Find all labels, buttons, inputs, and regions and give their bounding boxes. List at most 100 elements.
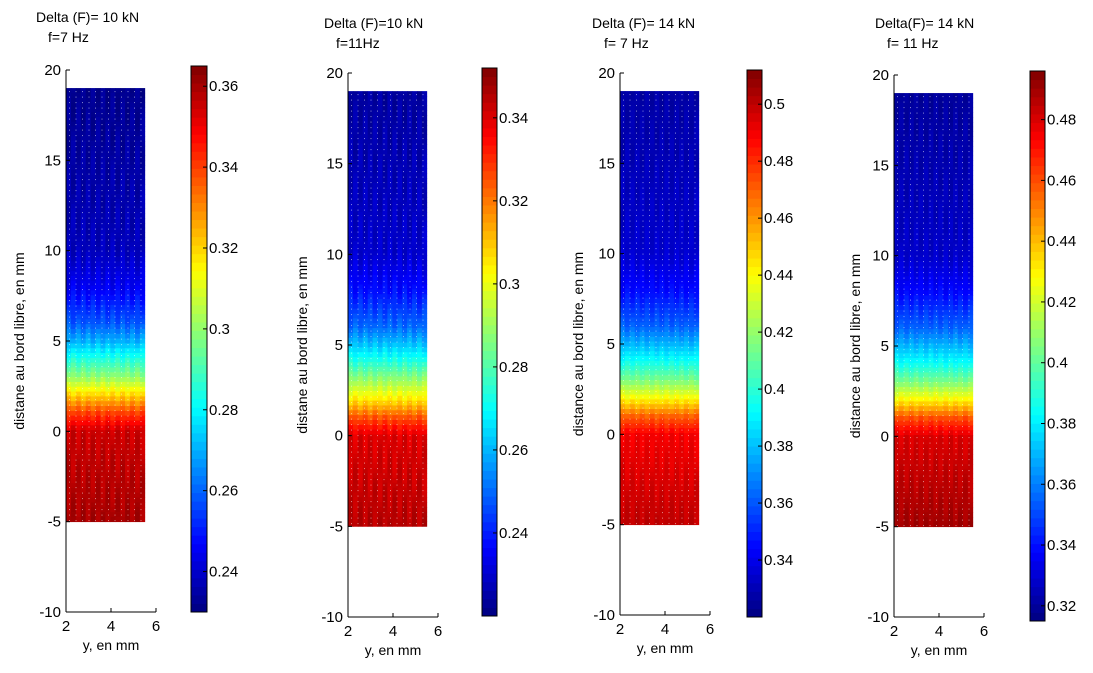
heatmap-cell <box>377 371 383 377</box>
heatmap-cell <box>397 463 403 469</box>
measurement-point <box>88 261 90 263</box>
heatmap-cell <box>115 271 121 277</box>
heatmap-cell <box>115 92 121 99</box>
measurement-point <box>140 393 142 395</box>
heatmap-cell <box>115 218 121 224</box>
heatmap-cell <box>367 506 374 513</box>
heatmap-cell <box>139 247 146 253</box>
heatmap-cell <box>120 280 126 286</box>
measurement-point <box>82 300 83 302</box>
heatmap-cell <box>402 405 408 411</box>
measurement-point <box>364 473 365 475</box>
measurement-point <box>88 179 90 181</box>
measurement-point <box>88 355 90 357</box>
heatmap-cell <box>115 145 121 152</box>
heatmap-cell <box>416 328 423 334</box>
measurement-point <box>422 281 424 283</box>
measurement-point <box>75 140 77 142</box>
measurement-point <box>101 294 103 296</box>
heatmap-cell <box>85 377 92 383</box>
measurement-point <box>351 292 352 294</box>
heatmap-cell <box>421 386 428 392</box>
heatmap-cell <box>387 226 393 232</box>
heatmap-cell <box>352 323 359 329</box>
heatmap-cell <box>372 415 378 421</box>
heatmap-cell <box>357 197 364 203</box>
measurement-point <box>114 360 116 362</box>
heatmap-cell <box>139 155 146 161</box>
measurement-point <box>127 272 129 274</box>
heatmap-cell <box>100 285 106 291</box>
heatmap-cell <box>115 314 121 320</box>
heatmap-cell <box>377 458 383 464</box>
measurement-point <box>134 300 135 302</box>
measurement-point <box>134 426 135 428</box>
measurement-point <box>69 382 70 384</box>
measurement-point <box>114 503 116 505</box>
heatmap-cell <box>90 112 96 118</box>
heatmap-cell <box>367 241 374 247</box>
heatmap-cell <box>110 179 116 185</box>
heatmap-cell <box>80 430 87 436</box>
measurement-point <box>88 283 90 285</box>
heatmap-cell <box>357 303 364 310</box>
heatmap-cell <box>120 372 126 378</box>
heatmap-cell <box>382 265 388 271</box>
heatmap-cell <box>125 420 131 426</box>
heatmap-cell <box>129 512 136 518</box>
heatmap-cell <box>129 333 136 339</box>
heatmap-cell <box>407 303 413 310</box>
measurement-point <box>82 135 83 137</box>
heatmap-cell <box>85 502 92 508</box>
measurement-point <box>140 443 142 445</box>
measurement-point <box>108 377 109 379</box>
measurement-point <box>396 292 398 294</box>
measurement-point <box>95 476 96 478</box>
heatmap-cell <box>129 396 136 402</box>
measurement-point <box>396 281 398 283</box>
measurement-point <box>409 380 411 382</box>
heatmap-cell <box>392 120 398 126</box>
measurement-point <box>370 358 372 360</box>
heatmap-cell <box>407 502 413 508</box>
heatmap-cell <box>377 395 383 402</box>
measurement-point <box>95 239 96 241</box>
measurement-point <box>370 171 372 173</box>
colorbar-band <box>482 299 497 309</box>
measurement-point <box>390 380 391 382</box>
measurement-point <box>403 182 404 184</box>
measurement-point <box>364 275 365 277</box>
heatmap-cell <box>80 141 87 147</box>
heatmap-cell <box>387 274 393 281</box>
measurement-point <box>422 363 424 365</box>
heatmap-cell <box>120 386 126 392</box>
heatmap-cell <box>402 318 408 324</box>
heatmap-cell <box>382 361 388 368</box>
heatmap-cell <box>66 468 72 474</box>
y-tick-label: 10 <box>326 246 343 263</box>
heatmap-cell <box>407 347 413 353</box>
heatmap-cell <box>129 372 136 378</box>
heatmap-cell <box>352 284 359 290</box>
measurement-point <box>409 209 411 211</box>
heatmap-cell <box>100 478 106 484</box>
heatmap-cell <box>134 160 141 166</box>
measurement-point <box>422 424 424 426</box>
heatmap-cell <box>357 386 364 392</box>
measurement-point <box>95 212 96 214</box>
measurement-point <box>101 267 103 269</box>
heatmap-cell <box>75 473 82 479</box>
panel-title-line: f=7 Hz <box>48 29 89 45</box>
measurement-point <box>390 363 391 365</box>
heatmap-cell <box>377 468 383 474</box>
heatmap-cell <box>115 242 121 248</box>
measurement-point <box>403 286 404 288</box>
heatmap-cell <box>387 110 393 116</box>
measurement-point <box>82 366 83 368</box>
heatmap-cell <box>382 352 388 358</box>
measurement-point <box>134 256 135 258</box>
heatmap-cell <box>348 477 354 484</box>
heatmap-cell <box>115 343 121 349</box>
heatmap-cell <box>134 367 141 373</box>
heatmap-cell <box>407 226 413 232</box>
